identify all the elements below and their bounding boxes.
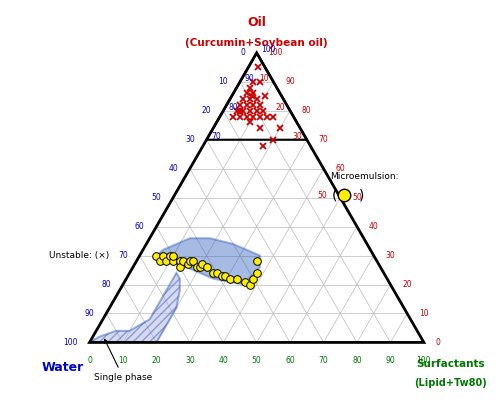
Text: 70: 70 [118, 251, 128, 260]
Text: 10: 10 [419, 309, 428, 318]
Text: 50: 50 [152, 193, 162, 202]
Text: 30: 30 [386, 251, 395, 260]
Text: 70: 70 [318, 135, 328, 144]
Text: Oil: Oil [247, 17, 266, 29]
Text: 20: 20 [202, 106, 211, 115]
Text: (Lipid+Tw80): (Lipid+Tw80) [414, 377, 487, 387]
Text: 60: 60 [285, 356, 295, 365]
Text: 60: 60 [135, 222, 144, 231]
Text: (: ( [332, 188, 338, 202]
Text: 20: 20 [152, 356, 161, 365]
Text: 30: 30 [185, 356, 194, 365]
Text: 0: 0 [87, 356, 92, 365]
Text: 100: 100 [262, 45, 276, 54]
Text: 90: 90 [285, 77, 295, 86]
Polygon shape [90, 273, 180, 343]
Text: 60: 60 [336, 164, 345, 173]
Text: 80: 80 [102, 280, 111, 289]
Text: 0: 0 [240, 48, 245, 57]
Text: 30: 30 [292, 132, 302, 141]
Text: 70: 70 [212, 132, 222, 141]
Text: Water: Water [42, 361, 84, 374]
Text: Microemulsion:: Microemulsion: [330, 173, 398, 181]
Text: ): ) [358, 188, 364, 202]
Text: 50: 50 [252, 356, 262, 365]
Text: 90: 90 [245, 74, 254, 83]
Text: 10: 10 [218, 77, 228, 86]
Text: 20: 20 [276, 103, 285, 112]
Text: 10: 10 [118, 356, 128, 365]
Text: 30: 30 [185, 135, 195, 144]
Text: (Curcumin+Soybean oil): (Curcumin+Soybean oil) [186, 38, 328, 48]
Text: Single phase: Single phase [94, 339, 152, 381]
Text: 80: 80 [302, 106, 312, 115]
Text: 20: 20 [402, 280, 412, 289]
Text: 100: 100 [268, 48, 283, 57]
Text: 40: 40 [368, 222, 378, 231]
Text: 40: 40 [218, 356, 228, 365]
Text: 100: 100 [416, 356, 431, 365]
Text: 80: 80 [228, 103, 238, 112]
Text: Unstable: (×): Unstable: (×) [50, 251, 110, 260]
Text: 80: 80 [352, 356, 362, 365]
Text: 90: 90 [85, 309, 94, 318]
Text: 40: 40 [168, 164, 178, 173]
Text: 100: 100 [64, 338, 78, 347]
Text: 90: 90 [386, 356, 396, 365]
Text: 50: 50 [352, 193, 362, 202]
Text: 10: 10 [259, 74, 268, 83]
Text: 0: 0 [436, 338, 440, 347]
Text: 70: 70 [318, 356, 328, 365]
Polygon shape [156, 238, 260, 284]
Text: Surfactants: Surfactants [416, 359, 485, 369]
Text: 50: 50 [317, 191, 327, 200]
